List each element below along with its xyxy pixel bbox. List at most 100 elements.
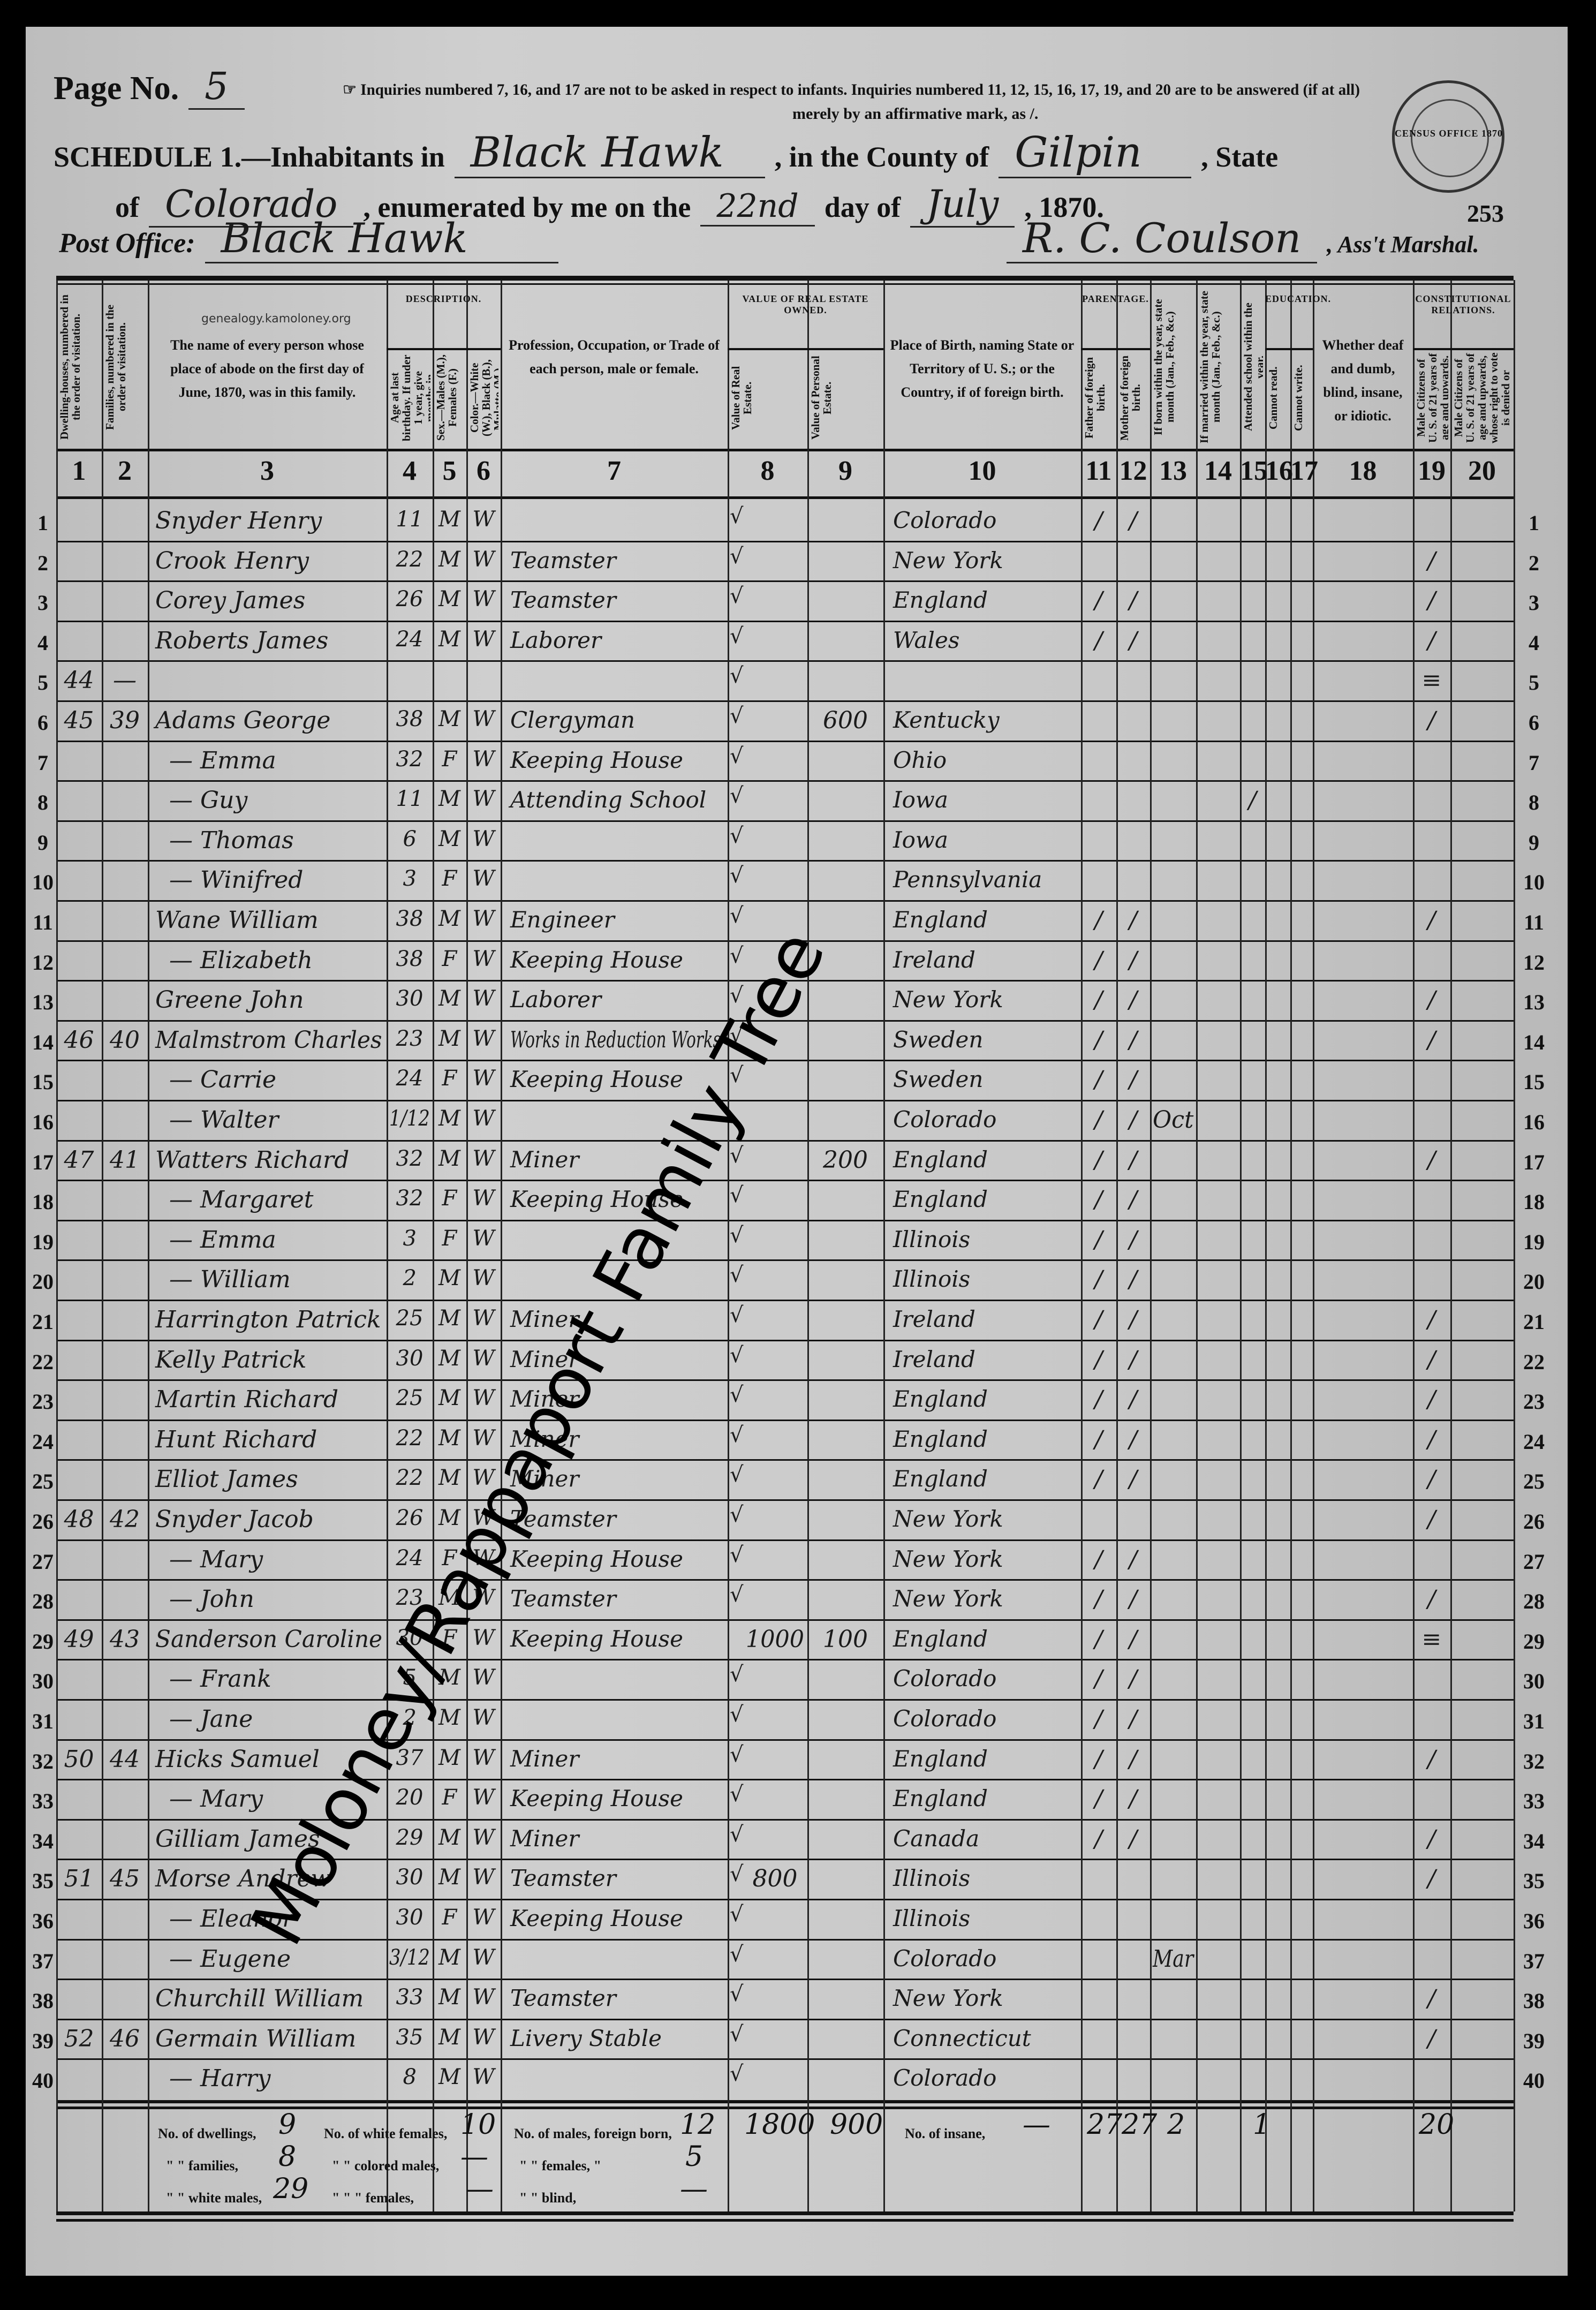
family-number: 44 — [110, 1745, 140, 1773]
sex: M — [438, 707, 460, 731]
line-number-right: 40 — [1523, 2069, 1545, 2093]
mother-foreign-mark: / — [1129, 946, 1137, 974]
mother-foreign-mark: / — [1129, 986, 1137, 1014]
post-office-line: Post Office: Black Hawk — [59, 214, 558, 263]
row-rule — [56, 1779, 1514, 1781]
footer-total-born-in-year: 2 — [1167, 2109, 1185, 2141]
sex: M — [438, 587, 460, 612]
indexing-check-mark: √ — [730, 663, 744, 689]
mother-foreign-mark: / — [1129, 1266, 1137, 1294]
indexing-check-mark: √ — [730, 1942, 744, 1967]
occupation: Miner — [510, 1346, 579, 1372]
line-number-right: 21 — [1523, 1310, 1545, 1334]
color: W — [472, 1506, 495, 1530]
person-name: — John — [169, 1586, 254, 1613]
column-number-3: 3 — [260, 456, 274, 486]
group-rule — [1413, 348, 1514, 350]
person-name: — Thomas — [169, 826, 294, 854]
male-citizen-mark: / — [1427, 1745, 1436, 1773]
sex: M — [438, 907, 460, 931]
father-foreign-mark: / — [1094, 1346, 1103, 1373]
row-rule — [56, 1300, 1514, 1301]
occupation: Teamster — [510, 547, 616, 573]
column-number-7: 7 — [607, 456, 621, 486]
footer-females-foreign: 5 — [685, 2141, 704, 2173]
birthplace: England — [893, 1186, 988, 1213]
male-citizen-mark: / — [1427, 1865, 1436, 1893]
birthplace: New York — [893, 986, 1003, 1013]
male-citizen-mark: / — [1427, 1506, 1436, 1533]
color: W — [472, 1026, 495, 1051]
sex: M — [438, 2025, 460, 2050]
footer-insane-label: No. of insane, — [905, 2126, 986, 2141]
father-foreign-mark: / — [1094, 1386, 1103, 1414]
birthplace: Illinois — [893, 1226, 971, 1252]
footer-white-males-label: " " white males, — [166, 2190, 262, 2206]
footer-colored-females: — — [466, 2173, 494, 2205]
father-foreign-mark: / — [1094, 1146, 1103, 1174]
father-foreign-mark: / — [1094, 626, 1103, 654]
birthplace: Ohio — [893, 746, 947, 773]
line-number-left: 33 — [32, 1789, 54, 1814]
row-rule — [56, 1020, 1514, 1022]
age: 5 — [403, 1665, 417, 1690]
line-number-right: 7 — [1529, 750, 1539, 775]
line-number-left: 7 — [37, 750, 48, 775]
line-number-left: 3 — [37, 591, 48, 615]
sex: F — [442, 1785, 457, 1810]
father-foreign-mark: / — [1094, 1545, 1103, 1573]
column-header-10: Place of Birth, naming State or Territor… — [890, 337, 1075, 400]
sex: M — [438, 1306, 460, 1331]
birthplace: Colorado — [893, 507, 997, 533]
row-rule — [56, 1818, 1514, 1821]
birthplace: Ireland — [893, 1346, 975, 1372]
line-number-left: 2 — [37, 550, 48, 575]
birthplace: New York — [893, 1985, 1003, 2012]
footer-white-females: 10 — [460, 2109, 496, 2141]
color: W — [472, 826, 495, 851]
color: W — [472, 1905, 495, 1930]
row-rule — [56, 1899, 1514, 1900]
sex: F — [442, 1905, 457, 1930]
age: 30 — [396, 1346, 423, 1371]
color: W — [472, 1586, 495, 1611]
line-number-right: 24 — [1523, 1429, 1545, 1454]
male-citizen-mark: ≡ — [1421, 1625, 1442, 1653]
line-number-left: 29 — [32, 1629, 54, 1654]
indexing-check-mark: √ — [730, 1503, 744, 1527]
enumeration-day: 22nd — [700, 187, 815, 227]
age: 6 — [403, 826, 417, 851]
color: W — [472, 2065, 495, 2090]
indexing-check-mark: √ — [730, 1342, 744, 1368]
footer-blind: — — [680, 2173, 708, 2205]
line-number-right: 10 — [1523, 870, 1545, 895]
indexing-check-mark: √ — [730, 1422, 744, 1447]
line-number-right: 13 — [1523, 990, 1545, 1015]
indexing-check-mark: √ — [730, 943, 744, 968]
instructions-note-2: merely by an affirmative mark, as /. — [792, 105, 1039, 123]
occupation: Livery Stable — [510, 2025, 662, 2051]
indexing-check-mark: √ — [730, 783, 744, 809]
age: 30 — [396, 1625, 423, 1650]
occupation: Miner — [510, 1306, 579, 1332]
occupation: Keeping House — [510, 1186, 683, 1213]
column-divider — [1116, 280, 1118, 2211]
person-name: Snyder Jacob — [155, 1506, 314, 1533]
footer-males-foreign-label: No. of males, foreign born, — [514, 2126, 672, 2141]
enumeration-line: of Colorado , enumerated by me on the 22… — [115, 182, 1104, 228]
age: 38 — [396, 907, 423, 931]
person-name: Wane William — [155, 907, 319, 934]
line-number-left: 34 — [32, 1829, 54, 1853]
person-name: — Harry — [169, 2065, 271, 2093]
indexing-check-mark: √ — [730, 1822, 744, 1847]
line-number-left: 9 — [37, 830, 48, 855]
age: 30 — [396, 1865, 423, 1890]
male-citizen-mark: / — [1427, 1386, 1436, 1414]
father-foreign-mark: / — [1094, 1226, 1103, 1254]
age: 2 — [403, 1266, 417, 1291]
birthplace: Sweden — [893, 1026, 984, 1053]
age: 8 — [403, 2065, 417, 2090]
footer-bottom-rule-2 — [56, 2219, 1514, 2222]
father-foreign-mark: / — [1094, 1586, 1103, 1613]
column-divider — [501, 280, 502, 2211]
